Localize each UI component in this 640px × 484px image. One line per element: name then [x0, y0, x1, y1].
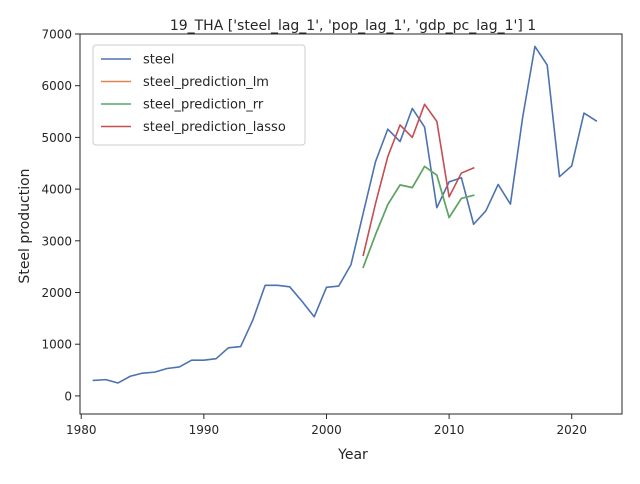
x-tick-label: 1980 — [66, 423, 97, 437]
y-tick-label: 5000 — [41, 131, 72, 145]
y-tick-label: 0 — [64, 389, 72, 403]
series-line-steel — [92, 45, 598, 384]
series-layer — [92, 45, 598, 384]
y-tick-label: 4000 — [41, 183, 72, 197]
y-axis-label: Steel production — [17, 168, 33, 283]
plot-frame — [79, 33, 623, 415]
y-axis: 0 1000 2000 3000 4000 5000 6000 7000 — [41, 28, 80, 403]
y-tick-label: 3000 — [41, 234, 72, 248]
legend: steel steel_prediction_lm steel_prediction… — [92, 44, 306, 146]
chart-title: 19_THA ['steel_lag_1', 'pop_lag_1', 'gdp… — [170, 18, 536, 34]
legend-label: steel — [143, 53, 174, 68]
legend-label: steel_prediction_lasso — [143, 120, 286, 135]
x-axis: 1980 1990 2000 2010 2020 — [66, 414, 587, 437]
legend-label: steel_prediction_rr — [143, 98, 264, 113]
x-tick-label: 2000 — [311, 423, 342, 437]
legend-box — [92, 44, 306, 146]
y-tick-label: 2000 — [41, 286, 72, 300]
series-line-steel-prediction-lasso — [362, 103, 475, 257]
y-tick-label: 7000 — [41, 28, 72, 42]
x-tick-label: 2020 — [556, 423, 587, 437]
y-tick-label: 1000 — [41, 338, 72, 352]
x-axis-label: Year — [337, 447, 368, 463]
plot-area — [92, 45, 598, 384]
y-tick-label: 6000 — [41, 79, 72, 93]
x-tick-label: 1990 — [189, 423, 220, 437]
x-tick-label: 2010 — [434, 423, 465, 437]
series-line-steel-prediction-rr — [362, 165, 475, 269]
legend-label: steel_prediction_lm — [143, 75, 269, 90]
